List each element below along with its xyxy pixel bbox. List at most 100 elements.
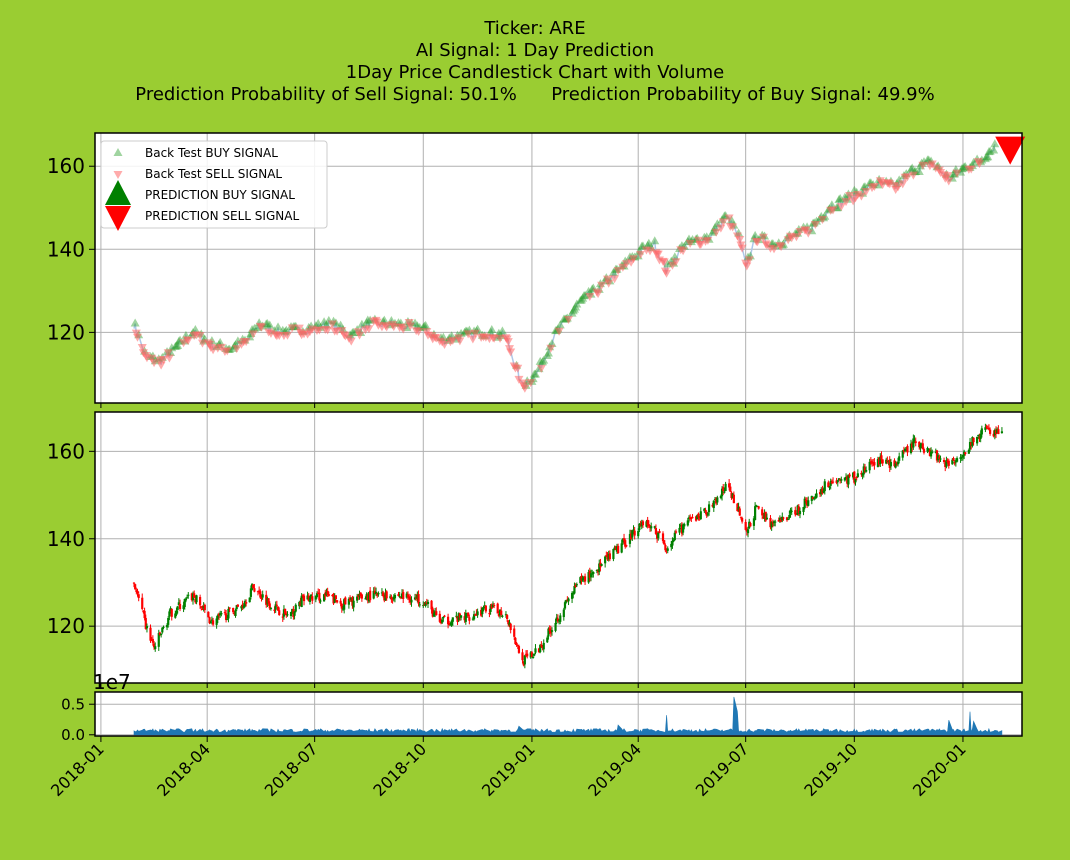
- candle-down: [382, 590, 385, 598]
- candle-body: [984, 427, 987, 430]
- candle-up: [195, 594, 198, 605]
- candle-down: [608, 550, 611, 562]
- backtest-sell-point: [470, 329, 480, 338]
- candle-body: [573, 586, 576, 594]
- candle-down: [359, 592, 362, 599]
- backtest-sell-point: [931, 164, 941, 173]
- candle-body: [755, 505, 758, 507]
- candle-up: [628, 529, 632, 548]
- candle-down: [224, 609, 228, 623]
- backtest-sell-point: [718, 218, 728, 227]
- candle-body: [608, 553, 611, 560]
- candle-body: [711, 504, 714, 507]
- candle-body: [646, 519, 649, 526]
- candle-body: [268, 603, 271, 609]
- candle-body: [640, 522, 643, 527]
- x-tick-label-0: 2018-01: [47, 739, 108, 800]
- candle-up: [539, 643, 542, 654]
- candle-up: [716, 495, 719, 505]
- candle-down: [630, 529, 633, 541]
- candle-body: [382, 592, 385, 597]
- candle-down: [860, 470, 863, 477]
- candle-body: [488, 613, 491, 615]
- candle-up: [389, 594, 392, 600]
- candle-body: [439, 620, 443, 624]
- candle-down: [942, 457, 946, 464]
- candle-body: [575, 584, 578, 586]
- backtest-sell-point: [841, 198, 851, 207]
- candle-up: [885, 457, 888, 465]
- candle-up: [442, 616, 445, 622]
- candle-up: [298, 600, 301, 610]
- candle-body: [707, 504, 711, 513]
- backtest-sell-point: [636, 250, 646, 259]
- candle-down: [656, 530, 659, 543]
- candle-down: [848, 472, 851, 478]
- backtest-sell-point: [414, 328, 424, 337]
- candle-body: [870, 461, 874, 464]
- backtest-sell-point: [241, 338, 251, 347]
- candle-up: [175, 607, 178, 617]
- candle-down: [646, 516, 649, 529]
- candle-body: [944, 463, 947, 467]
- candle-body: [285, 613, 288, 616]
- candle-body: [977, 434, 980, 437]
- candle-body: [788, 514, 791, 518]
- candle-body: [526, 653, 529, 657]
- candle-down: [198, 594, 202, 609]
- candle-body: [837, 478, 841, 481]
- candle-down: [340, 602, 343, 613]
- candle-up: [457, 612, 460, 623]
- candle-down: [507, 620, 510, 627]
- candle-body: [728, 483, 731, 488]
- candle-body: [781, 516, 784, 521]
- candle-body: [443, 615, 446, 617]
- candle-body: [490, 604, 493, 609]
- candle-body: [322, 594, 326, 602]
- candle-up: [289, 611, 293, 619]
- candle-body: [909, 443, 913, 453]
- candle-body: [715, 498, 718, 504]
- candle-body: [790, 510, 793, 512]
- candle-up: [555, 613, 558, 625]
- candle-body: [226, 619, 229, 621]
- legend-label-2: PREDICTION BUY SIGNAL: [145, 188, 295, 202]
- x-tick-label-1: 2018-04: [153, 739, 214, 800]
- candle-up: [829, 478, 832, 490]
- candle-up: [459, 615, 463, 621]
- title-probabilities: Prediction Probability of Sell Signal: 5…: [0, 84, 1070, 106]
- candle-down: [144, 614, 147, 630]
- candle-up: [598, 559, 601, 576]
- candle-down: [258, 586, 261, 594]
- candle-body: [539, 644, 542, 653]
- candle-body: [369, 590, 372, 601]
- candle-up: [393, 593, 397, 603]
- backtest-sell-point: [455, 337, 465, 346]
- backtest-sell-point: [597, 281, 607, 290]
- backtest-buy-point: [357, 319, 367, 328]
- candle-body: [637, 531, 640, 537]
- candle-body: [496, 603, 499, 614]
- candle-body: [705, 512, 708, 516]
- candle-down: [797, 504, 800, 517]
- candle-down: [327, 591, 330, 597]
- candle-body: [143, 610, 146, 619]
- candle-body: [823, 481, 826, 492]
- candle-body: [482, 607, 485, 609]
- candle-down: [674, 529, 678, 534]
- backtest-sell-point: [703, 236, 713, 245]
- candle-body: [737, 506, 740, 510]
- backtest-buy-point: [555, 320, 565, 329]
- candle-up: [570, 591, 574, 604]
- candle-down: [722, 484, 725, 495]
- candle-up: [673, 530, 676, 541]
- candle-body: [177, 602, 180, 606]
- candle-down: [617, 543, 620, 554]
- candle-down: [200, 606, 203, 611]
- backtest-buy-point: [362, 318, 372, 327]
- candle-down: [423, 601, 426, 606]
- candle-down: [406, 591, 410, 601]
- candle-down: [284, 608, 287, 616]
- candle-body: [372, 590, 375, 599]
